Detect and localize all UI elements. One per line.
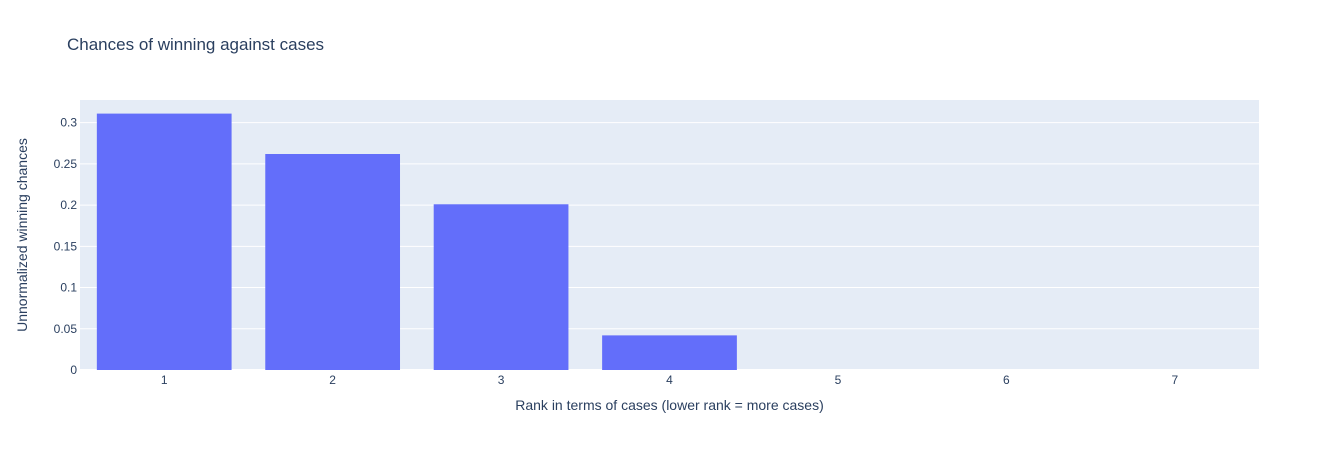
bar-rank-1[interactable]	[96, 113, 232, 370]
x-tick-label: 6	[1003, 373, 1010, 387]
bar-rank-4[interactable]	[602, 335, 737, 370]
bar-rank-3[interactable]	[433, 204, 569, 370]
y-axis-title: Unnormalized winning chances	[14, 138, 30, 332]
x-tick-label: 2	[329, 373, 336, 387]
y-tick-label: 0.1	[60, 281, 77, 295]
x-tick-label: 7	[1171, 373, 1178, 387]
y-tick-label: 0.3	[60, 116, 77, 130]
y-tick-label: 0	[70, 363, 77, 377]
x-axis-ticks: 1 2 3 4 5 6 7	[161, 373, 1179, 387]
x-tick-label: 3	[498, 373, 505, 387]
y-tick-label: 0.05	[54, 322, 78, 336]
x-tick-label: 1	[161, 373, 168, 387]
x-tick-label: 5	[835, 373, 842, 387]
y-tick-label: 0.2	[60, 198, 77, 212]
y-tick-label: 0.25	[54, 157, 78, 171]
x-axis-title: Rank in terms of cases (lower rank = mor…	[515, 397, 824, 413]
bar-rank-2[interactable]	[265, 154, 401, 370]
plot-area	[80, 100, 1259, 370]
chart-title: Chances of winning against cases	[67, 35, 324, 54]
y-axis-ticks: 0 0.05 0.1 0.15 0.2 0.25 0.3	[54, 116, 78, 377]
y-tick-label: 0.15	[54, 239, 78, 253]
x-tick-label: 4	[666, 373, 673, 387]
bar-series	[96, 113, 737, 370]
